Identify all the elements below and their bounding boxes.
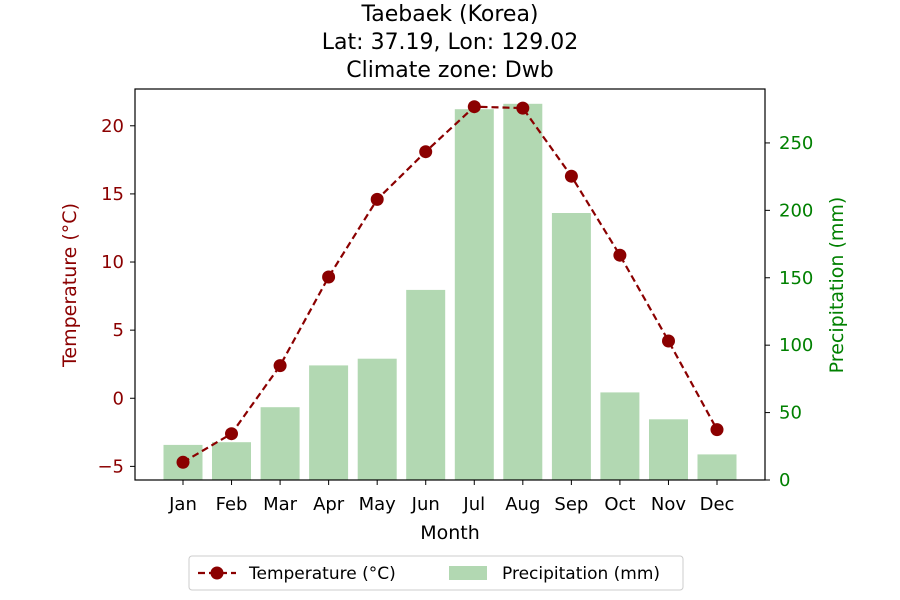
right-axis-label: Precipitation (mm) — [826, 197, 848, 374]
plot-frame — [134, 88, 766, 481]
precipitation-bars — [163, 103, 737, 481]
x-tick-label: Apr — [313, 494, 345, 515]
precipitation-bar-feb — [212, 442, 251, 480]
precipitation-bar-aug — [503, 103, 543, 481]
legend: Temperature (°C) Precipitation (mm) — [188, 555, 684, 591]
precipitation-bar-mar — [260, 407, 300, 480]
precipitation-bar-jul — [454, 109, 494, 480]
right-tick-label: 200 — [779, 200, 813, 221]
x-tick-label: Mar — [263, 494, 298, 515]
temperature-point-dec — [710, 423, 724, 437]
title-line-1: Taebaek (Korea) — [360, 2, 538, 27]
temperature-series-line — [182, 105, 718, 464]
x-tick-label: Sep — [554, 494, 588, 515]
temperature-point-nov — [662, 334, 675, 348]
temperature-point-jan — [176, 455, 190, 469]
x-tick-label: Aug — [505, 494, 540, 515]
right-tick-label: 0 — [779, 470, 790, 491]
precipitation-bar-sep — [551, 213, 591, 480]
legend-temperature-marker — [210, 566, 224, 580]
temperature-point-oct — [613, 248, 627, 262]
x-tick-label: Jan — [168, 494, 197, 515]
chart-title: Taebaek (Korea) Lat: 37.19, Lon: 129.02 … — [322, 2, 578, 83]
temperature-line — [176, 100, 724, 469]
precipitation-bar-nov — [649, 419, 688, 480]
precipitation-bar-dec — [697, 454, 737, 480]
temperature-point-jul — [467, 100, 481, 114]
precipitation-bar-apr — [309, 365, 349, 480]
precipitation-bar-jun — [406, 289, 446, 480]
temperature-point-jun — [419, 145, 433, 159]
temperature-point-feb — [225, 427, 238, 441]
right-tick-label: 150 — [779, 268, 813, 289]
right-tick-label: 100 — [779, 335, 813, 356]
title-line-2: Lat: 37.19, Lon: 129.02 — [322, 30, 578, 55]
x-axis-label: Month — [420, 522, 480, 544]
right-tick-label: 250 — [779, 133, 813, 154]
x-tick-label: May — [359, 494, 397, 515]
x-tick-label: Nov — [651, 494, 686, 515]
legend-temperature-label: Temperature (°C) — [248, 564, 396, 584]
left-axis-label: Temperature (°C) — [59, 203, 81, 368]
x-tick-label: Dec — [700, 494, 735, 515]
x-tick-label: Oct — [604, 494, 635, 515]
left-tick-label: 0 — [113, 388, 124, 409]
left-tick-label: 15 — [101, 184, 124, 205]
left-tick-label: 5 — [113, 320, 124, 341]
legend-precipitation-label: Precipitation (mm) — [502, 564, 660, 584]
temperature-point-may — [370, 192, 384, 206]
x-tick-label: Jun — [411, 494, 440, 515]
legend-precipitation-swatch — [449, 566, 487, 580]
precipitation-bar-oct — [600, 392, 640, 480]
left-tick-label: 10 — [101, 252, 124, 273]
x-tick-label: Jul — [462, 494, 485, 515]
x-tick-label: Feb — [216, 494, 248, 515]
precipitation-bar-may — [357, 358, 397, 480]
temperature-point-aug — [516, 101, 530, 115]
right-tick-label: 50 — [779, 403, 802, 424]
temperature-point-sep — [564, 169, 578, 183]
left-axis-ticks: −5 0 5 10 15 20 — [97, 116, 135, 477]
legend-box — [188, 555, 684, 591]
temperature-point-apr — [322, 270, 336, 284]
temperature-point-mar — [273, 359, 287, 373]
left-tick-label: 20 — [101, 116, 124, 137]
x-axis-ticks: Jan Feb Mar Apr May Jun Jul Aug Sep Oct Nov Dec — [168, 480, 734, 515]
title-line-3: Climate zone: Dwb — [346, 58, 553, 83]
left-tick-label: −5 — [97, 456, 124, 477]
right-axis-ticks: 0 50 100 150 200 250 — [765, 133, 813, 491]
